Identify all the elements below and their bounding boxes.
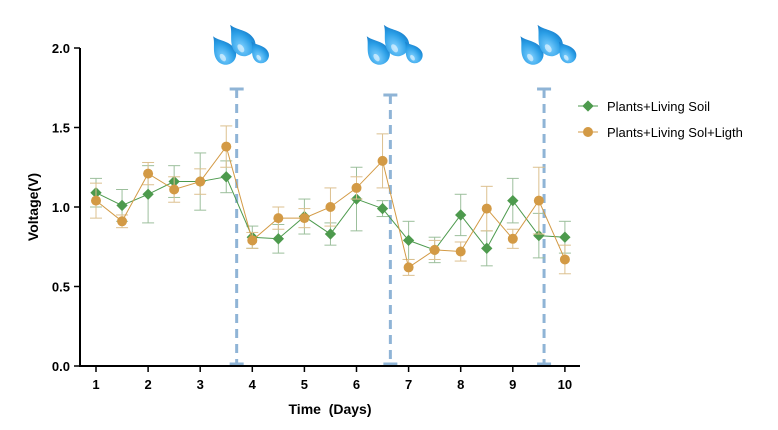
data-point (533, 195, 544, 206)
y-axis-title: Voltage(V) (25, 173, 41, 241)
data-point (481, 242, 493, 254)
data-series (90, 125, 571, 276)
data-point (220, 171, 232, 183)
legend-marker-2 (583, 127, 593, 137)
data-point (507, 194, 519, 207)
data-point (117, 216, 128, 227)
data-point (559, 231, 571, 243)
data-point (507, 233, 518, 244)
data-point (272, 233, 285, 245)
legend-label-1: Plants+Living Soil (607, 99, 710, 114)
data-point (247, 235, 258, 246)
series-2 (90, 125, 571, 276)
data-point (299, 213, 310, 224)
legend-item-2: Plants+Living Sol+Ligth (578, 125, 743, 140)
watering-lines (229, 87, 552, 366)
data-point (455, 246, 466, 257)
y-tick-label: 2.0 (52, 41, 70, 56)
data-point (221, 141, 232, 152)
data-point (142, 188, 154, 200)
data-point (195, 176, 206, 187)
x-tick-label: 8 (457, 377, 464, 392)
x-tick-label: 4 (249, 377, 257, 392)
data-point (116, 199, 128, 212)
legend-item-1: Plants+Living Soil (578, 99, 710, 114)
data-point (351, 182, 362, 193)
x-tick-label: 9 (509, 377, 516, 392)
x-tick-label: 6 (353, 377, 360, 392)
data-point (376, 202, 389, 215)
y-tick-label: 1.5 (52, 121, 70, 136)
y-tick-label: 0.0 (52, 359, 70, 374)
y-ticks: 0.0 0.5 1.0 1.5 2.0 (52, 41, 80, 374)
data-point (377, 155, 388, 166)
data-point (273, 213, 284, 224)
x-tick-label: 10 (558, 377, 572, 392)
data-point (429, 244, 440, 255)
legend: Plants+Living Soil Plants+Living Sol+Lig… (578, 99, 743, 140)
legend-marker-1 (582, 100, 594, 112)
data-point (402, 234, 415, 247)
data-point (143, 168, 154, 179)
water-drops-icon (358, 18, 426, 69)
x-axis-title: Time (Days) (289, 401, 372, 417)
data-point (91, 195, 101, 206)
water-drops-icon (511, 18, 580, 69)
data-point (559, 254, 570, 265)
x-tick-label: 1 (92, 377, 99, 392)
y-tick-label: 0.5 (52, 280, 70, 295)
watering-icons (204, 18, 580, 69)
y-tick-label: 1.0 (52, 200, 70, 215)
x-tick-label: 5 (301, 377, 308, 392)
data-point (481, 203, 492, 214)
x-tick-label: 3 (197, 377, 204, 392)
x-tick-label: 2 (144, 377, 151, 392)
x-ticks: 1 2 3 4 5 6 7 8 9 10 (92, 366, 572, 392)
data-point (455, 209, 467, 221)
water-drops-icon (204, 18, 273, 69)
data-point (169, 184, 180, 195)
legend-label-2: Plants+Living Sol+Ligth (607, 125, 743, 140)
data-point (403, 262, 414, 273)
x-tick-label: 7 (405, 377, 412, 392)
data-point (325, 202, 336, 212)
data-point (533, 229, 545, 242)
data-point (324, 228, 337, 240)
